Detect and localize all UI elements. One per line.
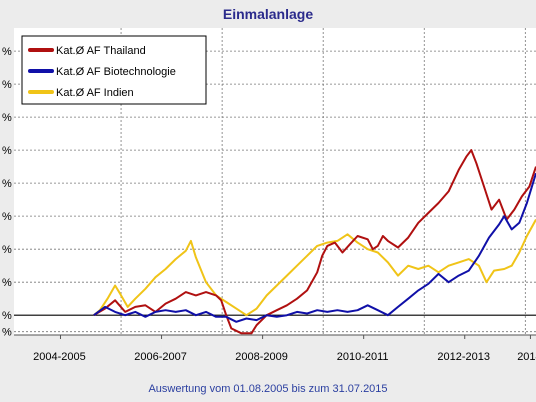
y-tick-label: % <box>2 244 12 256</box>
y-tick-label: % <box>2 178 12 190</box>
x-tick-label: 2010-2011 <box>337 351 389 363</box>
y-axis: %%%%%%%%%% <box>2 46 12 339</box>
legend-entry: Kat.Ø AF Indien <box>56 87 134 99</box>
x-tick-label: 2014 <box>517 351 536 363</box>
series-line <box>93 219 536 317</box>
series-line <box>93 149 536 335</box>
x-tick-label: 2004-2005 <box>33 351 86 363</box>
legend-entry: Kat.Ø AF Thailand <box>56 45 146 57</box>
x-axis: 2004-2005 2006-2007 2008-2009 2010-2011 2012… <box>33 335 536 363</box>
grid-lines <box>14 28 536 335</box>
y-tick-label: % <box>2 310 12 322</box>
y-tick-label: % <box>2 79 12 91</box>
y-tick-label: % <box>2 277 12 289</box>
y-tick-label: % <box>2 327 12 339</box>
y-tick-label: % <box>2 145 12 157</box>
series-layer <box>93 149 536 335</box>
x-tick-label: 2012-2013 <box>437 351 490 363</box>
evaluation-period-note: Auswertung vom 01.08.2005 bis zum 31.07.… <box>148 383 387 395</box>
series-line <box>93 172 536 323</box>
legend: Kat.Ø AF Thailand Kat.Ø AF Biotechnologie… <box>21 35 207 105</box>
y-tick-label: % <box>2 211 12 223</box>
x-tick-label: 2006-2007 <box>134 351 187 363</box>
x-tick-label: 2008-2009 <box>235 351 288 363</box>
legend-entry: Kat.Ø AF Biotechnologie <box>56 66 176 78</box>
y-tick-label: % <box>2 46 12 58</box>
chart-title: Einmalanlage <box>223 6 313 22</box>
y-tick-label: % <box>2 112 12 124</box>
